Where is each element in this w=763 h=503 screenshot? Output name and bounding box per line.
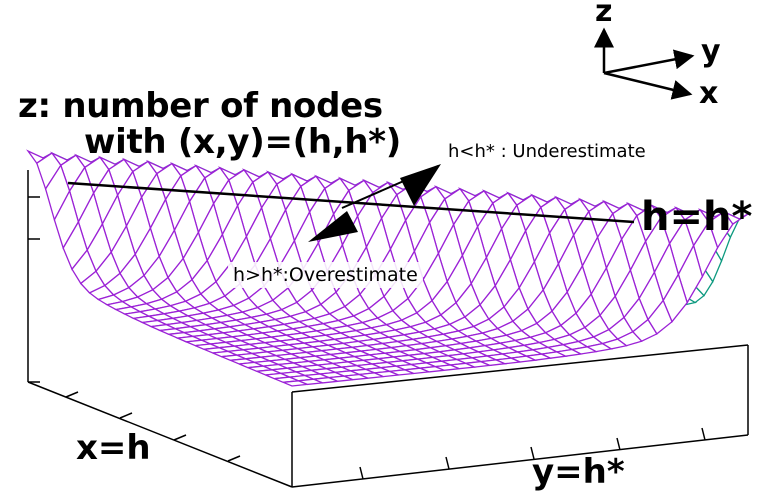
x-tick: [65, 391, 79, 398]
arrow-head-overestimate: [308, 211, 358, 242]
z-axis-title-line2: with (x,y)=(h,h*): [84, 122, 402, 162]
tick-marks: [28, 196, 706, 480]
y-tick: [616, 437, 621, 451]
axis-indicator-z: z: [595, 0, 613, 29]
y-tick: [359, 466, 364, 480]
frame-front-right-edge: [291, 434, 749, 488]
x-tick: [227, 455, 241, 462]
overestimate-label: h>h*:Overestimate: [228, 262, 423, 288]
axis-indicator-y: y: [701, 34, 721, 69]
mesh-surface: [26, 149, 749, 387]
y-tick: [701, 427, 706, 441]
plot-frame: [27, 170, 749, 488]
axis-indicator: [594, 27, 695, 100]
y-tick: [530, 446, 535, 460]
y-axis-label: y=h*: [532, 452, 625, 492]
y-direction-arrow: [603, 49, 695, 75]
arrow-head-underestimate: [400, 164, 441, 206]
x-tick: [173, 434, 187, 441]
x-direction-arrow: [603, 71, 693, 100]
x-tick: [119, 412, 133, 419]
frame-front-top-edge: [291, 344, 749, 393]
frame-front-left-edge: [27, 381, 293, 488]
z-axis-title-line1: z: number of nodes: [18, 86, 383, 126]
x-axis-label: x=h: [76, 428, 151, 468]
underestimate-label: h<h* : Underestimate: [448, 141, 646, 162]
axis-indicator-x: x: [699, 76, 719, 111]
diagonal-line: [67, 181, 635, 224]
mesh-cell: [282, 380, 308, 387]
diagonal-label: h=h*: [641, 194, 753, 240]
y-tick: [445, 456, 450, 470]
